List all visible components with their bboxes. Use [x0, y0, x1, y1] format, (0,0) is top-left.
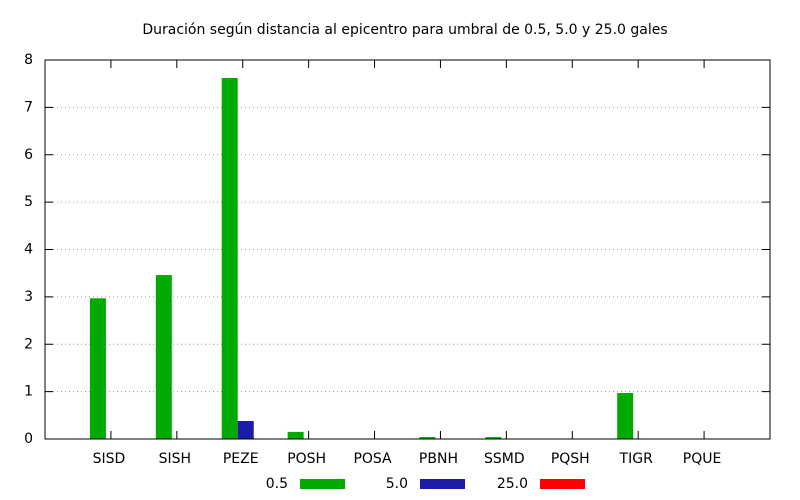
legend-label: 5.0	[386, 476, 408, 492]
x-tick-label: POSA	[353, 451, 392, 467]
x-tick-label: PQSH	[551, 451, 590, 467]
y-tick-label: 7	[24, 99, 33, 115]
y-tick-label: 8	[24, 52, 33, 68]
legend-swatch	[540, 479, 585, 489]
bar	[617, 393, 634, 439]
x-tick-label: PEZE	[223, 451, 259, 467]
bar	[237, 420, 254, 439]
x-tick-label: POSH	[287, 451, 326, 467]
x-tick-label: PQUE	[683, 451, 722, 467]
legend-label: 0.5	[266, 476, 288, 492]
bar	[419, 437, 436, 439]
y-tick-label: 2	[24, 336, 33, 352]
y-tick-label: 1	[24, 384, 33, 400]
bar	[155, 275, 172, 439]
x-tick-label: SISH	[159, 451, 191, 467]
y-tick-label: 5	[24, 194, 33, 210]
y-tick-label: 6	[24, 147, 33, 163]
bar	[485, 437, 502, 439]
legend-label: 25.0	[497, 476, 528, 492]
bar	[287, 431, 304, 439]
y-tick-label: 4	[24, 242, 33, 258]
y-tick-label: 0	[24, 431, 33, 447]
y-tick-label: 3	[24, 289, 33, 305]
x-tick-label: SISD	[93, 451, 126, 467]
plot-border	[44, 59, 771, 440]
x-tick-label: TIGR	[619, 451, 654, 467]
legend-swatch	[420, 479, 465, 489]
bar	[221, 78, 238, 439]
x-tick-label: SSMD	[484, 451, 525, 467]
bar	[89, 298, 106, 439]
x-tick-label: PBNH	[419, 451, 458, 467]
legend-swatch	[300, 479, 345, 489]
chart-title: Duración según distancia al epicentro pa…	[142, 22, 667, 38]
